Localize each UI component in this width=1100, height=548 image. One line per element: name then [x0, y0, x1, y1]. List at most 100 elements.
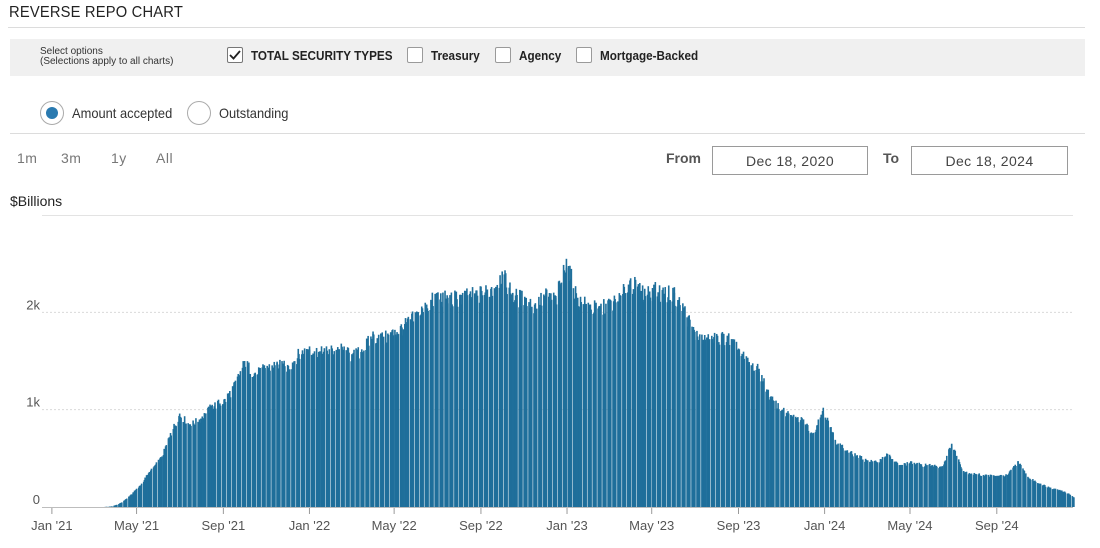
repo-bar — [1049, 487, 1052, 507]
repo-bar — [955, 455, 958, 507]
checkbox-box-treasury[interactable] — [407, 47, 423, 63]
repo-bar — [885, 453, 888, 507]
repo-bar — [319, 351, 321, 507]
page-title: REVERSE REPO CHART — [9, 4, 183, 21]
repo-bar — [580, 302, 583, 507]
repo-bar — [748, 362, 750, 507]
repo-bar — [323, 348, 326, 507]
radio-amount-accepted[interactable]: Amount accepted — [40, 101, 181, 125]
radio-outstanding[interactable]: Outstanding — [187, 101, 295, 125]
repo-bar — [901, 464, 904, 507]
repo-bar — [629, 278, 632, 507]
repo-bar — [404, 324, 406, 507]
checkbox-box-mortgage[interactable] — [576, 47, 592, 63]
repo-bar — [343, 346, 345, 507]
repo-bar — [664, 287, 667, 507]
repo-bar — [758, 368, 760, 507]
repo-bar — [363, 350, 365, 507]
repo-bar — [476, 295, 479, 507]
repo-bar — [293, 361, 296, 507]
from-date-input[interactable] — [712, 146, 868, 175]
repo-bar — [802, 419, 805, 507]
repo-bar — [486, 289, 489, 507]
repo-bar — [511, 292, 514, 507]
repo-bar — [214, 408, 217, 507]
repo-bar — [1054, 488, 1057, 507]
repo-bar — [223, 399, 225, 507]
repo-bar — [970, 473, 973, 507]
repo-bar — [461, 292, 464, 507]
checkbox-box-total[interactable] — [227, 47, 243, 63]
checkbox-mortgage-backed[interactable]: Mortgage-Backed — [576, 47, 709, 63]
repo-bar — [1044, 486, 1047, 507]
repo-bar — [576, 297, 579, 507]
checkbox-total-security-types[interactable]: TOTAL SECURITY TYPES — [227, 47, 408, 63]
repo-bar — [768, 399, 770, 507]
repo-bar — [442, 292, 444, 507]
repo-bar — [996, 475, 999, 507]
repo-bar — [610, 300, 612, 507]
checkbox-label-treasury: Treasury — [431, 47, 480, 63]
repo-bar — [407, 316, 410, 507]
repo-bar — [837, 443, 839, 507]
repo-bar — [990, 474, 993, 507]
repo-bar — [394, 329, 396, 507]
repo-bar — [243, 361, 246, 507]
repo-bar — [180, 417, 182, 507]
repo-bar — [753, 370, 755, 507]
options-help-line1: Select options — [40, 46, 103, 57]
repo-bar — [377, 334, 380, 507]
radio-circle-outstanding[interactable] — [187, 101, 211, 125]
range-button-3m[interactable]: 3m — [61, 150, 82, 166]
repo-bar — [298, 358, 301, 507]
chart-top-rule — [42, 215, 1073, 216]
repo-bar — [694, 331, 696, 507]
checkbox-box-agency[interactable] — [495, 47, 511, 63]
repo-bar — [1064, 492, 1067, 507]
range-button-1m[interactable]: 1m — [17, 150, 38, 166]
repo-bar — [856, 455, 858, 507]
repo-bar — [402, 329, 405, 507]
repo-bar — [763, 378, 765, 507]
checkbox-treasury[interactable]: Treasury — [407, 47, 485, 63]
repo-bar — [239, 371, 242, 507]
repo-bar — [125, 499, 127, 507]
repo-bar — [219, 405, 222, 507]
repo-bar — [600, 303, 602, 507]
repo-bar — [651, 288, 654, 507]
repo-bar — [516, 294, 518, 507]
repo-bar — [769, 397, 772, 507]
repo-bar — [417, 312, 420, 507]
repo-bar — [279, 359, 281, 507]
repo-bar — [452, 306, 454, 507]
repo-bar — [960, 468, 963, 507]
checkbox-agency[interactable]: Agency — [495, 47, 566, 63]
range-button-1y[interactable]: 1y — [111, 150, 127, 166]
radio-circle-amount[interactable] — [40, 101, 64, 125]
repo-bar — [911, 463, 913, 507]
repo-bar — [644, 296, 647, 507]
repo-bar — [496, 284, 499, 507]
x-tick-label: Sep '23 — [717, 518, 761, 533]
repo-bar — [161, 456, 163, 507]
range-button-all[interactable]: All — [156, 150, 174, 166]
to-label: To — [883, 150, 900, 166]
repo-bar — [618, 297, 621, 507]
to-date-input[interactable] — [911, 146, 1068, 175]
repo-bar — [155, 462, 158, 507]
repo-bar — [916, 462, 918, 507]
repo-bar — [792, 414, 795, 507]
repo-bar — [521, 290, 523, 507]
repo-bar — [338, 349, 340, 507]
repo-bar — [360, 349, 363, 507]
repo-bar — [153, 466, 156, 507]
repo-bar — [974, 473, 977, 507]
repo-bar — [570, 268, 573, 507]
checkbox-label-agency: Agency — [519, 47, 562, 63]
repo-bar — [523, 296, 526, 507]
repo-bar — [1005, 474, 1007, 507]
repo-bar — [412, 321, 415, 507]
repo-bar — [1067, 493, 1069, 507]
repo-bar — [713, 332, 716, 507]
repo-bar — [209, 405, 212, 507]
